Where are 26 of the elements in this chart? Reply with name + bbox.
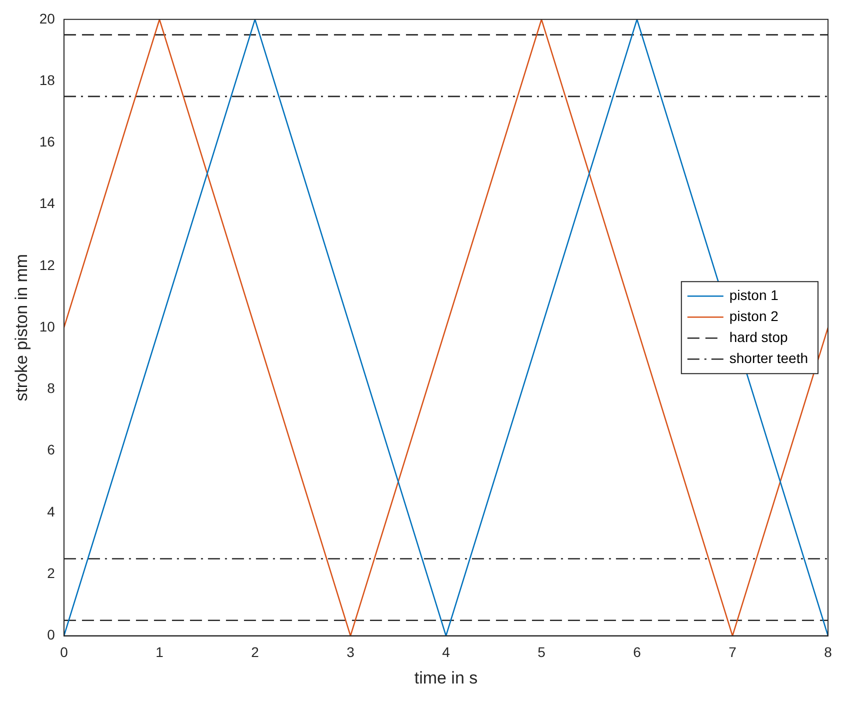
legend-label: piston 1 (729, 286, 779, 303)
x-tick-label: 3 (346, 644, 355, 660)
y-tick-label: 16 (39, 134, 56, 150)
x-tick-label: 7 (728, 644, 737, 660)
y-tick-label: 20 (39, 10, 56, 26)
y-tick-label: 8 (47, 380, 56, 396)
y-axis-title: stroke piston in mm (12, 254, 31, 402)
y-tick-label: 2 (47, 565, 56, 582)
y-tick-label: 18 (39, 72, 56, 88)
y-tick-label: 4 (47, 503, 56, 520)
y-tick-label: 6 (47, 442, 56, 458)
x-tick-label: 2 (251, 644, 260, 660)
legend-label: piston 2 (729, 308, 779, 324)
x-tick-label: 6 (633, 644, 642, 660)
y-tick-label: 10 (39, 318, 56, 334)
x-tick-label: 0 (60, 644, 68, 660)
y-tick-label: 0 (47, 626, 56, 643)
legend-label: shorter teeth (729, 350, 808, 366)
y-tick-label: 14 (39, 195, 56, 212)
x-axis-title: time in s (414, 668, 478, 688)
legend-label: hard stop (729, 328, 788, 345)
x-tick-label: 5 (538, 644, 546, 660)
x-tick-label: 8 (824, 644, 832, 660)
y-tick-label: 12 (39, 256, 56, 273)
x-tick-label: 1 (156, 644, 164, 660)
x-tick-label: 4 (442, 644, 450, 660)
